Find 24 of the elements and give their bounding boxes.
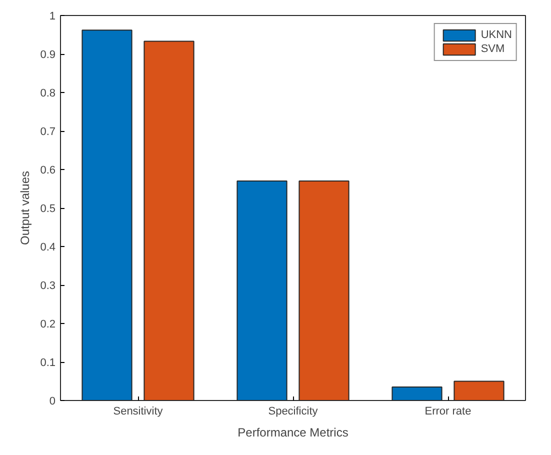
x-tick-label: Sensitivity	[113, 406, 164, 418]
y-tick-label: 0.6	[40, 164, 56, 176]
legend-label: UKNN	[480, 29, 512, 41]
y-axis-title: Output values	[18, 170, 32, 246]
x-tick-label: Specificity	[268, 406, 318, 418]
x-axis-title: Performance Metrics	[238, 426, 348, 440]
bar	[298, 180, 350, 400]
y-tick-label: 0.9	[40, 49, 56, 61]
y-tick-label: 0.5	[40, 203, 56, 215]
y-tick-label: 0.1	[40, 357, 56, 369]
x-tick-label: Error rate	[424, 406, 472, 418]
bar	[454, 380, 504, 400]
y-tick-label: 0	[49, 396, 56, 408]
y-tick-label: 0.4	[40, 242, 56, 254]
y-tick-label: 0.3	[40, 280, 56, 292]
bar	[236, 180, 288, 400]
y-tick-label: 0.2	[40, 318, 56, 330]
y-tick-label: 0.8	[40, 88, 56, 100]
bar	[144, 40, 194, 400]
y-tick-label: 0.7	[40, 126, 56, 138]
bar	[392, 386, 442, 400]
bar	[82, 30, 132, 400]
legend-label: SVM	[480, 43, 505, 55]
y-tick-label: 1	[49, 10, 56, 22]
